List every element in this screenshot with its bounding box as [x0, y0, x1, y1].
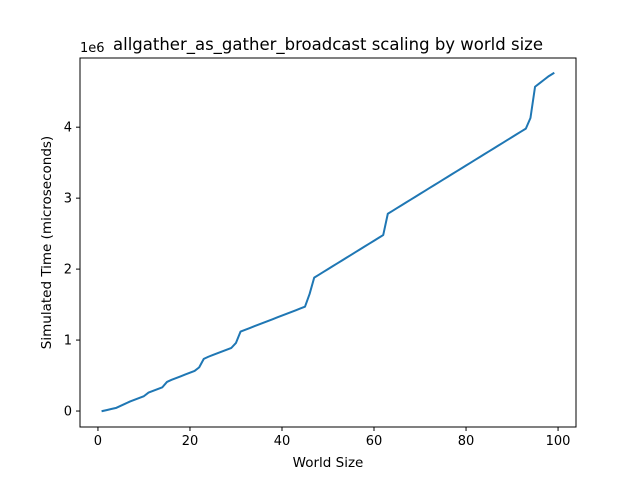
y-axis-ticks: 0 1 2 3 4 — [64, 121, 80, 420]
y-axis-offset-label: 1e6 — [80, 41, 105, 56]
series-layer — [101, 71, 555, 413]
x-tick-label: 100 — [546, 434, 571, 449]
x-tick-label: 40 — [274, 434, 291, 449]
y-tick-label: 3 — [64, 192, 72, 207]
x-axis-label: World Size — [293, 455, 364, 471]
x-tick-label: 60 — [366, 434, 383, 449]
y-axis-label: Simulated Time (microseconds) — [39, 136, 55, 349]
y-tick-label: 0 — [64, 405, 72, 420]
x-tick-label: 0 — [94, 434, 102, 449]
x-axis-ticks: 0 20 40 60 80 100 — [94, 427, 571, 449]
y-tick-label: 2 — [64, 263, 72, 278]
y-tick-label: 1 — [64, 334, 72, 349]
x-tick-label: 80 — [458, 434, 475, 449]
series-line — [101, 71, 555, 413]
x-tick-label: 20 — [182, 434, 199, 449]
y-tick-label: 4 — [64, 121, 72, 136]
chart-title: allgather_as_gather_broadcast scaling by… — [113, 35, 543, 55]
plot-frame — [79, 57, 577, 428]
